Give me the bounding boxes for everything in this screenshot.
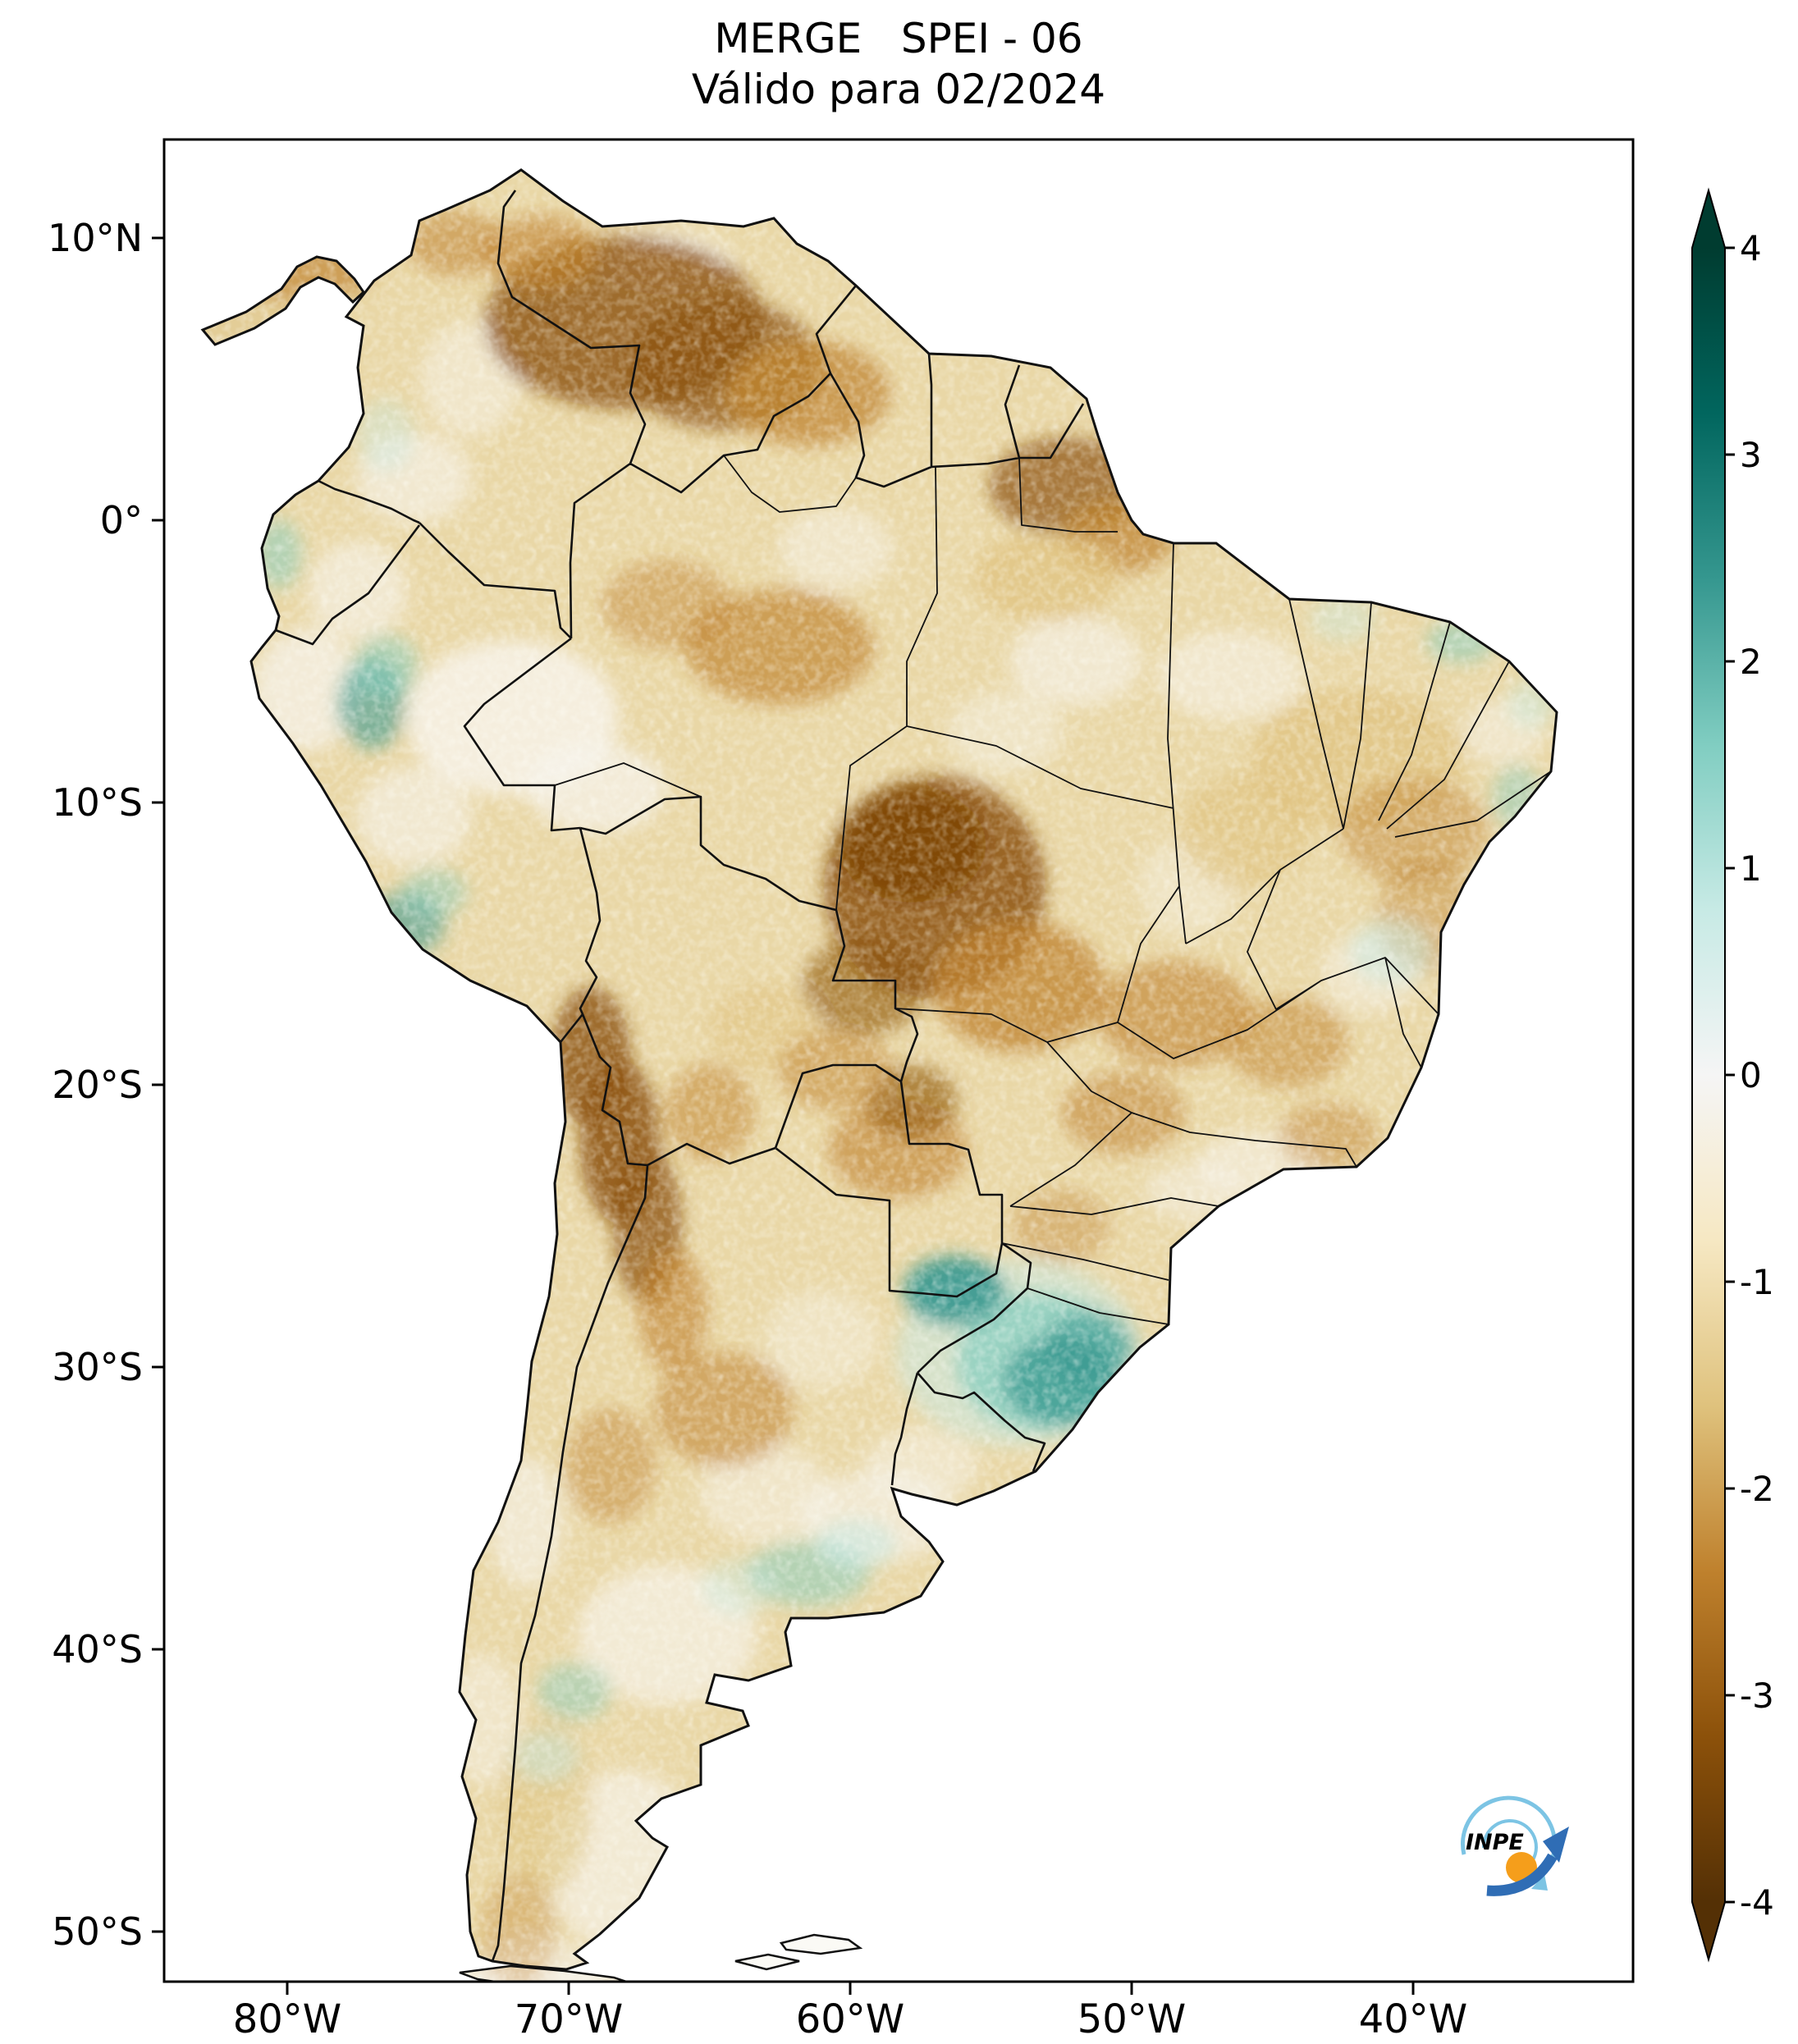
colorbar-top-arrow	[1692, 190, 1725, 248]
latitude-axis: 10°N 0° 10°S 20°S 30°S 40°S 50°S	[48, 216, 164, 1954]
colorbar-tick-label: 0	[1740, 1055, 1762, 1095]
map-frame	[162, 138, 1635, 1983]
colorbar-gradient	[1692, 248, 1725, 1902]
logo-swirl-arrowhead	[1531, 1874, 1548, 1891]
lat-tick-label: 0°	[100, 498, 143, 542]
lon-tick-label: 40°W	[1359, 1996, 1468, 2042]
logo-swirl-inner	[1481, 1819, 1538, 1869]
lat-tick-label: 30°S	[52, 1345, 143, 1389]
colorbar: 4 3 2 1 0 -1 -2 -3 -4	[1691, 187, 1774, 1963]
inpe-logo: INPE	[1461, 1795, 1569, 1896]
plot-title: MERGE SPEI - 06	[714, 15, 1082, 62]
lon-tick-label: 50°W	[1077, 1996, 1187, 2042]
lat-tick-label: 20°S	[52, 1063, 143, 1107]
colorbar-tick-label: -1	[1740, 1262, 1774, 1302]
logo-arrow	[1486, 1853, 1558, 1896]
lat-tick-label: 10°N	[48, 216, 143, 260]
colorbar-ticks: 4 3 2 1 0 -1 -2 -3 -4	[1725, 228, 1774, 1923]
lat-tick-label: 40°S	[52, 1627, 143, 1671]
lon-tick-label: 60°W	[796, 1996, 905, 2042]
state-borders	[554, 455, 1552, 1325]
colorbar-tick-label: 2	[1740, 642, 1762, 682]
colorbar-tick-label: -3	[1740, 1676, 1774, 1716]
colorbar-tick-label: -2	[1740, 1469, 1774, 1509]
logo-text: INPE	[1466, 1830, 1524, 1855]
colorbar-tick-label: 4	[1740, 228, 1762, 268]
colorbar-tick-label: 1	[1740, 848, 1762, 889]
lat-tick-label: 10°S	[52, 780, 143, 825]
colorbar-bottom-arrow	[1692, 1902, 1725, 1959]
lon-tick-label: 80°W	[233, 1996, 342, 2042]
longitude-axis: 80°W 70°W 60°W 50°W 40°W	[233, 1982, 1468, 2042]
logo-arrowhead	[1543, 1827, 1569, 1863]
lat-tick-label: 50°S	[52, 1909, 143, 1954]
colorbar-tick-label: 3	[1740, 435, 1762, 475]
lon-tick-label: 70°W	[515, 1996, 624, 2042]
islands	[734, 1933, 863, 1971]
country-borders	[275, 190, 1085, 1962]
plot-subtitle: Válido para 02/2024	[692, 66, 1105, 113]
colorbar-tick-label: -4	[1740, 1882, 1774, 1923]
